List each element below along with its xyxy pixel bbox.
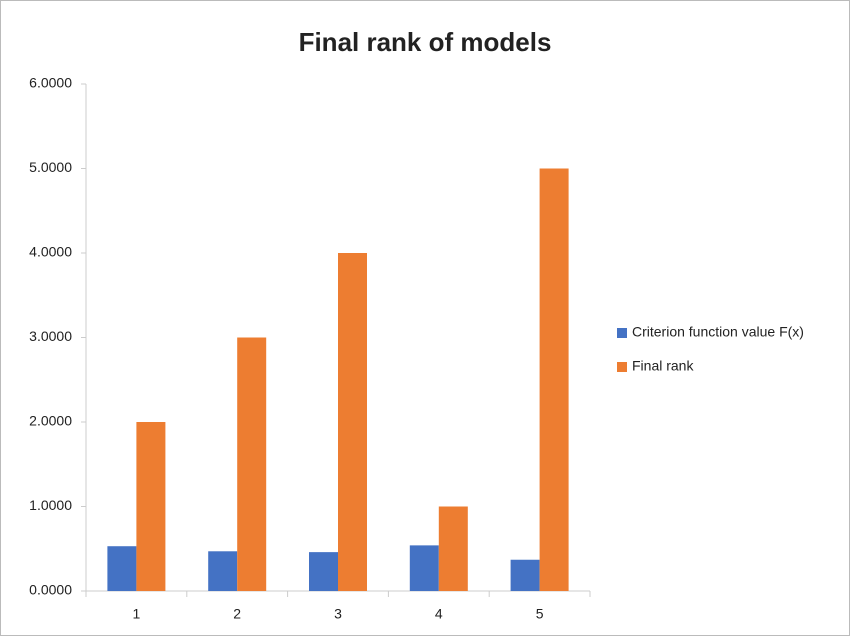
bar: [338, 253, 367, 591]
bar: [409, 545, 439, 591]
y-tick-label: 6.0000: [29, 75, 72, 91]
bar: [107, 546, 137, 591]
y-tick-label: 3.0000: [29, 328, 72, 344]
bar: [237, 337, 267, 591]
x-tick-label: 2: [233, 606, 241, 622]
x-tick-label: 4: [435, 606, 443, 622]
legend-swatch: [617, 362, 627, 372]
y-tick-label: 4.0000: [29, 244, 72, 260]
legend-label: Criterion function value F(x): [632, 324, 804, 340]
bar: [136, 422, 166, 591]
x-tick-label: 5: [536, 606, 544, 622]
x-tick-label: 3: [334, 606, 342, 622]
y-tick-label: 0.0000: [29, 582, 72, 598]
y-tick-label: 5.0000: [29, 159, 72, 175]
legend-swatch: [617, 328, 627, 338]
chart-title: Final rank of models: [299, 27, 552, 57]
bar: [438, 506, 468, 591]
x-tick-label: 1: [133, 606, 141, 622]
bar: [309, 552, 338, 591]
bar: [539, 168, 569, 591]
bar: [510, 559, 540, 591]
bar: [208, 551, 238, 591]
y-tick-label: 2.0000: [29, 413, 72, 429]
legend-label: Final rank: [632, 358, 694, 374]
y-tick-label: 1.0000: [29, 497, 72, 513]
